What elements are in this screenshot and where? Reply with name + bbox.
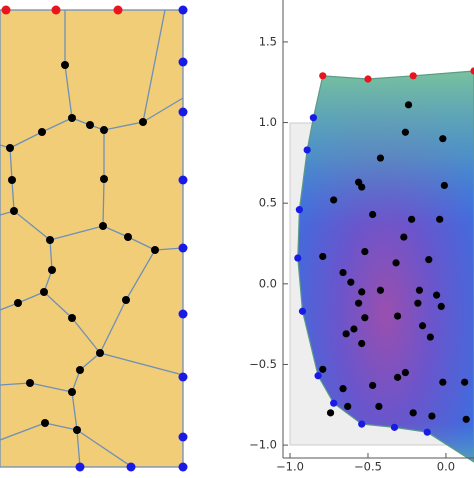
y-tick-label: 0.5 bbox=[259, 196, 277, 210]
point bbox=[350, 325, 358, 333]
point bbox=[358, 339, 366, 348]
point bbox=[415, 286, 424, 294]
point bbox=[309, 114, 318, 122]
point bbox=[426, 333, 434, 341]
point bbox=[461, 378, 469, 386]
point bbox=[361, 247, 369, 256]
point bbox=[319, 252, 327, 261]
point bbox=[470, 67, 474, 75]
point bbox=[330, 399, 338, 407]
y-tick-label: 1.5 bbox=[259, 34, 277, 48]
point bbox=[319, 365, 327, 373]
point bbox=[342, 330, 350, 338]
point bbox=[439, 378, 447, 386]
point bbox=[394, 373, 402, 381]
point bbox=[358, 288, 366, 296]
point bbox=[294, 254, 302, 262]
x-tick-label: 0.0 bbox=[437, 460, 455, 474]
point bbox=[428, 412, 436, 420]
point bbox=[375, 402, 383, 410]
point bbox=[358, 420, 366, 428]
point bbox=[358, 183, 366, 191]
scatter-panel: −1.0 −0.5 0.0 0.5 1.0 1.5 −1.0 −0.5 0.0 bbox=[249, 0, 474, 474]
mesh-nodes bbox=[6, 61, 159, 434]
region-shade bbox=[297, 70, 474, 463]
point bbox=[462, 415, 470, 423]
point bbox=[425, 256, 433, 264]
point bbox=[418, 322, 427, 330]
point bbox=[295, 206, 303, 214]
point bbox=[303, 146, 311, 154]
point bbox=[408, 215, 416, 223]
point bbox=[440, 181, 448, 190]
mesh-red-nodes bbox=[1, 5, 123, 15]
point bbox=[437, 302, 445, 311]
point bbox=[439, 135, 447, 143]
point bbox=[319, 72, 327, 80]
y-tick-label: −1.0 bbox=[249, 438, 277, 452]
point bbox=[326, 409, 335, 417]
point bbox=[423, 428, 431, 436]
point bbox=[401, 128, 409, 136]
mesh-blue-nodes bbox=[75, 5, 188, 472]
point bbox=[298, 307, 307, 315]
point bbox=[414, 299, 422, 307]
point bbox=[355, 299, 363, 307]
point bbox=[392, 259, 400, 267]
point bbox=[339, 385, 347, 393]
point bbox=[347, 278, 355, 286]
mesh-panel bbox=[0, 5, 188, 472]
point bbox=[330, 196, 338, 204]
point bbox=[369, 381, 377, 390]
point bbox=[314, 372, 322, 380]
mesh-domain bbox=[0, 9, 184, 468]
point bbox=[376, 154, 385, 162]
point bbox=[361, 314, 369, 322]
y-tick-label: 0.0 bbox=[259, 276, 277, 290]
point bbox=[344, 402, 352, 410]
point bbox=[409, 72, 417, 80]
x-tick-label: −0.5 bbox=[354, 460, 382, 474]
point bbox=[376, 286, 385, 294]
point bbox=[390, 423, 399, 431]
y-tick-label: −0.5 bbox=[249, 357, 277, 371]
x-tick-label: −1.0 bbox=[276, 460, 304, 474]
point bbox=[432, 291, 441, 299]
point bbox=[339, 268, 347, 277]
y-tick-label: 1.0 bbox=[259, 115, 277, 129]
point bbox=[400, 233, 408, 241]
point bbox=[409, 409, 417, 417]
point bbox=[364, 75, 372, 83]
point bbox=[401, 368, 409, 377]
point bbox=[369, 210, 377, 219]
point bbox=[404, 101, 413, 109]
point bbox=[394, 312, 402, 320]
point bbox=[436, 215, 444, 223]
